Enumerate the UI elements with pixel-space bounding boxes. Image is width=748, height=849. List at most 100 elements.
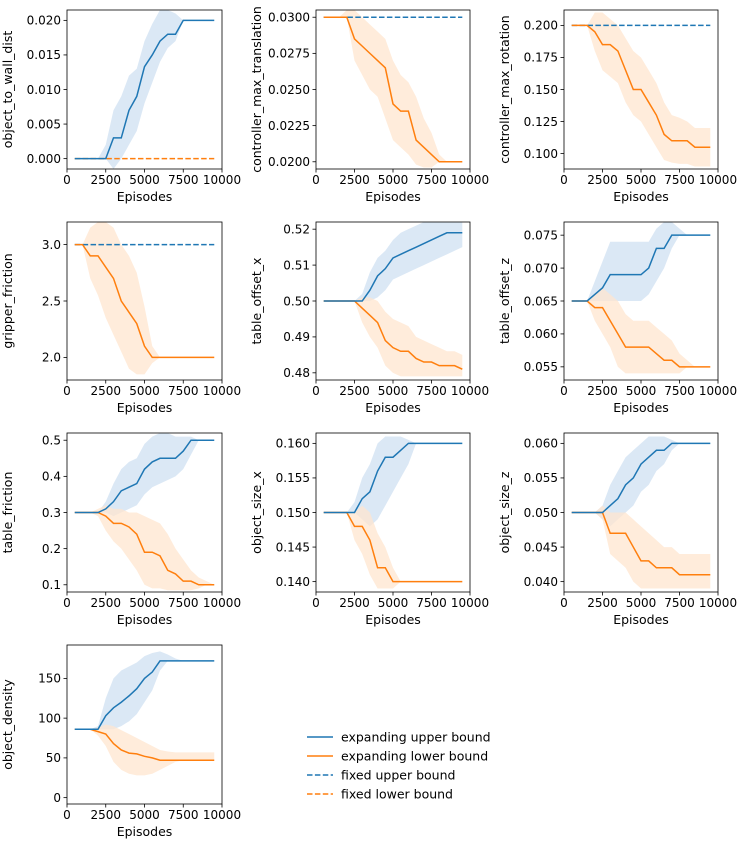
y-tick-label: 0.020 — [27, 14, 61, 28]
y-tick-label: 0.3 — [42, 506, 61, 520]
y-tick-label: 0.070 — [524, 261, 558, 275]
x-tick-label: 10000 — [203, 384, 241, 398]
x-tick-label: 5000 — [626, 384, 657, 398]
y-tick-label: 0.000 — [27, 152, 61, 166]
y-axis-label: table_offset_z — [497, 258, 512, 345]
x-tick-label: 2500 — [587, 596, 618, 610]
x-tick-label: 7500 — [168, 808, 199, 822]
expanding-lower-bound-line — [74, 728, 215, 762]
y-tick-label: 0.040 — [524, 575, 558, 589]
y-axis-label: object_size_x — [249, 471, 264, 554]
y-tick-label: 0.50 — [283, 294, 310, 308]
y-tick-label: 100 — [38, 711, 61, 725]
y-tick-label: 0.4 — [42, 470, 61, 484]
x-tick-label: 0 — [63, 596, 71, 610]
x-tick-label: 10000 — [699, 596, 737, 610]
x-tick-label: 2500 — [90, 596, 121, 610]
x-tick-label: 5000 — [378, 384, 409, 398]
y-tick-label: 0.0300 — [268, 11, 310, 25]
y-tick-label: 0.0250 — [268, 83, 310, 97]
plot-area — [74, 651, 215, 776]
x-tick-label: 0 — [312, 384, 320, 398]
y-tick-label: 3.0 — [42, 238, 61, 252]
expanding-upper-bound-line — [323, 442, 463, 514]
x-axis-label: Episodes — [365, 612, 421, 627]
y-tick-label: 0.045 — [524, 540, 558, 554]
y-tick-label: 0.48 — [283, 366, 310, 380]
y-tick-label: 0.5 — [42, 434, 61, 448]
x-tick-label: 7500 — [168, 384, 199, 398]
x-tick-label: 10000 — [451, 384, 489, 398]
chart-panel-6: 0 2500 5000 7500 10000 0.055 0.060 0.065 0.070 0.… — [497, 221, 737, 415]
x-tick-label: 0 — [63, 384, 71, 398]
x-tick-label: 5000 — [626, 596, 657, 610]
legend-expanding-upper-label: expanding upper bound — [341, 730, 491, 745]
x-axis-label: Episodes — [613, 612, 669, 627]
x-tick-label: 0 — [312, 596, 320, 610]
y-tick-label: 0.160 — [276, 437, 310, 451]
y-tick-label: 0.0275 — [268, 47, 310, 61]
x-axis-label: Episodes — [365, 400, 421, 415]
x-tick-label: 10000 — [699, 384, 737, 398]
chart-panel-5: 0 2500 5000 7500 10000 0.48 0.49 0.50 0.51 0.52 Ep… — [249, 221, 489, 415]
plot-area — [571, 222, 711, 374]
expanding-upper-bound-line — [74, 660, 215, 731]
chart-panel-7: 0 2500 5000 7500 10000 0.1 0.2 0.3 0.4 0.5 Episode… — [0, 432, 241, 627]
y-tick-label: 0.150 — [524, 83, 558, 97]
y-tick-label: 0.125 — [524, 115, 558, 129]
y-tick-label: 0.010 — [27, 83, 61, 97]
x-tick-label: 7500 — [664, 173, 695, 187]
y-tick-label: 0.055 — [524, 360, 558, 374]
x-tick-label: 0 — [63, 173, 71, 187]
x-tick-label: 7500 — [416, 596, 447, 610]
x-tick-label: 10000 — [451, 173, 489, 187]
x-axis-label: Episodes — [613, 400, 669, 415]
upper-bound-band — [323, 222, 463, 301]
y-tick-label: 0.140 — [276, 575, 310, 589]
x-tick-label: 7500 — [416, 173, 447, 187]
legend-fixed-upper-label: fixed upper bound — [341, 768, 455, 783]
expanding-upper-bound-line — [571, 442, 711, 514]
y-axis-label: controller_max_translation — [249, 6, 264, 173]
expanding-lower-bound-line — [571, 24, 711, 148]
y-tick-label: 0.155 — [276, 471, 310, 485]
y-axis-label: object_density — [0, 679, 15, 770]
upper-bound-band — [323, 436, 463, 527]
y-tick-label: 0.065 — [524, 294, 558, 308]
legend: expanding upper bound expanding lower bou… — [307, 730, 491, 802]
x-tick-label: 0 — [560, 384, 568, 398]
y-tick-label: 0.055 — [524, 471, 558, 485]
y-tick-label: 0.075 — [524, 228, 558, 242]
x-tick-label: 0 — [560, 596, 568, 610]
x-tick-label: 5000 — [129, 384, 160, 398]
upper-bound-band — [571, 222, 711, 301]
lower-bound-band — [74, 724, 215, 776]
x-axis-label: Episodes — [117, 824, 173, 839]
plot-area — [323, 10, 463, 168]
y-axis-label: gripper_friction — [0, 253, 15, 348]
x-tick-label: 2500 — [90, 384, 121, 398]
plot-area — [74, 222, 215, 375]
y-tick-label: 0.200 — [524, 19, 558, 33]
y-tick-label: 0.0200 — [268, 155, 310, 169]
y-tick-label: 0.49 — [283, 330, 310, 344]
expanding-lower-bound-line — [74, 243, 215, 359]
lower-bound-band — [571, 287, 711, 374]
x-tick-label: 2500 — [339, 173, 370, 187]
x-tick-label: 10000 — [203, 808, 241, 822]
x-tick-label: 10000 — [699, 173, 737, 187]
x-axis-label: Episodes — [117, 189, 173, 204]
y-axis-label: table_offset_x — [249, 258, 264, 345]
x-tick-label: 5000 — [129, 596, 160, 610]
x-tick-label: 2500 — [587, 173, 618, 187]
x-tick-label: 7500 — [664, 384, 695, 398]
lower-bound-band — [74, 505, 215, 591]
chart-panel-8: 0 2500 5000 7500 10000 0.140 0.145 0.150 0.155 0.… — [249, 432, 489, 627]
expanding-upper-bound-line — [571, 234, 711, 302]
x-tick-label: 7500 — [416, 384, 447, 398]
y-tick-label: 0.52 — [283, 222, 310, 236]
chart-panel-1: 0 2500 5000 7500 10000 0.000 0.005 0.010 0.015 0.… — [0, 9, 241, 204]
x-axis-label: Episodes — [613, 189, 669, 204]
upper-bound-band — [74, 651, 215, 730]
